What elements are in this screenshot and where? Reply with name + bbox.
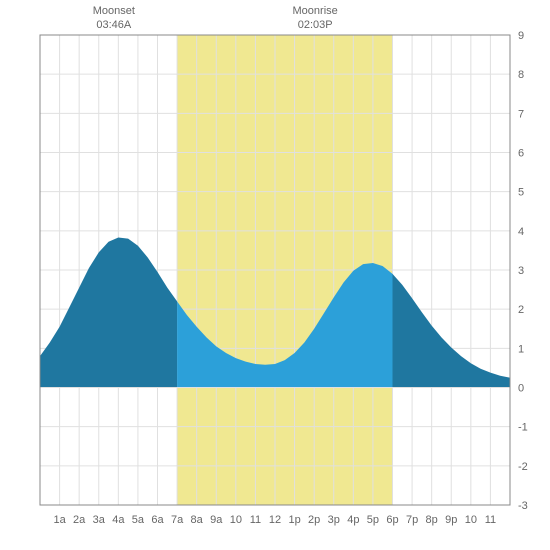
x-tick-label: 11 <box>485 514 496 526</box>
x-tick-label: 4p <box>347 514 359 526</box>
x-tick-label: 5a <box>132 514 145 526</box>
x-tick-label: 2a <box>73 514 86 526</box>
x-tick-label: 3a <box>93 514 106 526</box>
x-tick-label: 6p <box>386 514 398 526</box>
moonrise-title: Moonrise <box>285 4 345 18</box>
y-tick-label: -1 <box>518 422 528 434</box>
y-tick-label: 4 <box>518 226 524 238</box>
y-tick-label: 1 <box>518 343 524 355</box>
moonrise-time: 02:03P <box>285 18 345 32</box>
x-tick-label: 4a <box>112 514 125 526</box>
y-tick-label: 8 <box>518 69 524 81</box>
moonset-time: 03:46A <box>84 18 144 32</box>
y-tick-label: 5 <box>518 187 524 199</box>
x-tick-label: 1a <box>53 514 66 526</box>
y-tick-label: 3 <box>518 265 524 277</box>
x-tick-label: 2p <box>308 514 320 526</box>
y-tick-label: 6 <box>518 148 524 160</box>
x-tick-label: 1p <box>288 514 300 526</box>
x-tick-label: 5p <box>367 514 379 526</box>
x-tick-label: 6a <box>151 514 164 526</box>
x-tick-label: 11 <box>250 514 261 526</box>
y-tick-label: -3 <box>518 500 528 512</box>
x-tick-label: 9a <box>210 514 223 526</box>
x-tick-label: 8p <box>426 514 438 526</box>
x-tick-label: 8a <box>191 514 204 526</box>
moonset-title: Moonset <box>84 4 144 18</box>
y-tick-label: 7 <box>518 108 524 120</box>
x-tick-label: 10 <box>465 514 477 526</box>
y-tick-label: 0 <box>518 383 524 395</box>
x-tick-label: 3p <box>328 514 340 526</box>
x-tick-label: 7p <box>406 514 418 526</box>
y-tick-label: 9 <box>518 30 524 42</box>
x-tick-label: 12 <box>269 514 281 526</box>
x-tick-label: 10 <box>230 514 242 526</box>
x-tick-label: 7a <box>171 514 184 526</box>
x-tick-label: 9p <box>445 514 457 526</box>
y-tick-label: -2 <box>518 461 528 473</box>
chart-svg: -3-2-101234567891a2a3a4a5a6a7a8a9a101112… <box>0 0 550 550</box>
moonset-label: Moonset 03:46A <box>84 4 144 33</box>
tide-chart: Moonset 03:46A Moonrise 02:03P -3-2-1012… <box>0 0 550 550</box>
moonrise-label: Moonrise 02:03P <box>285 4 345 33</box>
y-tick-label: 2 <box>518 304 524 316</box>
